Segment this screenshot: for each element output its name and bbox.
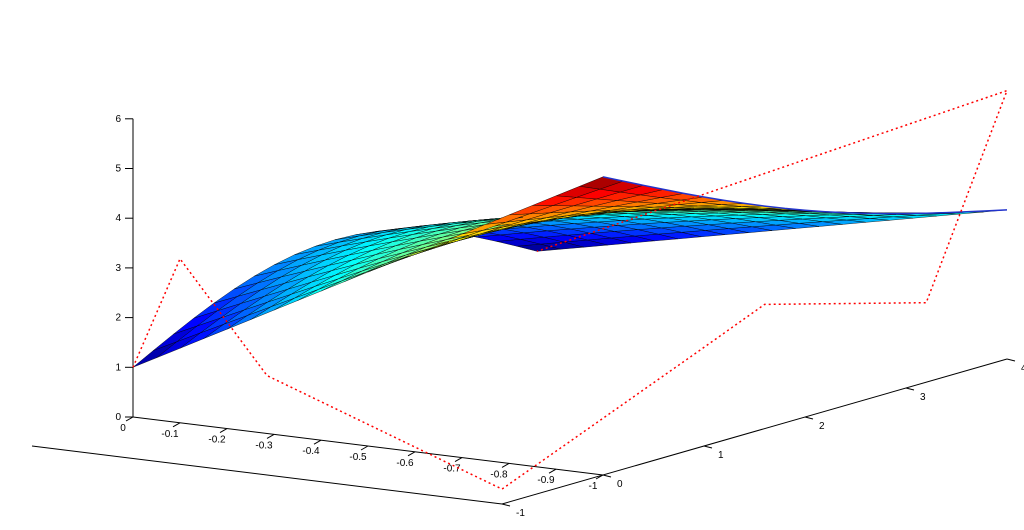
x-tick-label: -0.8 [490, 469, 508, 480]
y-tick-label: 3 [920, 392, 926, 403]
x-tick-label: -1 [589, 481, 598, 492]
y-tick-label: 2 [819, 421, 825, 432]
z-tick-label: 4 [115, 213, 121, 224]
x-tick [360, 445, 369, 451]
x-tick [454, 457, 463, 463]
y-tick-label: 4 [1021, 363, 1024, 374]
y-axis-line [501, 358, 1008, 505]
y-tick-label: 1 [718, 450, 724, 461]
x-tick [125, 416, 134, 422]
z-tick-label: 6 [115, 114, 121, 125]
axes: 0 1 2 3 4 5 6 0 -0.1 -0.2 -0.3 -0.4 -0.5 -0.6 -0.7 -0.8… [31, 114, 1024, 519]
z-tick-label: 2 [115, 313, 121, 324]
x-tick-label: -0.2 [208, 435, 226, 446]
overlay-lines [132, 89, 1009, 490]
y-tick [905, 387, 915, 391]
x-tick [501, 462, 510, 468]
surface-boundary-line [602, 176, 1008, 215]
x-tick [548, 468, 557, 474]
y-tick [703, 445, 713, 449]
x-tick [172, 422, 181, 428]
y-tick-label: 0 [617, 479, 623, 490]
z-tick-label: 3 [115, 263, 121, 274]
x-tick-label: -0.3 [255, 440, 273, 451]
x-tick-label: -0.6 [396, 458, 414, 469]
z-tick-label: 5 [115, 164, 121, 175]
x-tick [407, 451, 416, 457]
frame-line [31, 445, 503, 505]
y-tick [602, 474, 612, 478]
x-tick-label: -0.4 [302, 446, 320, 457]
x-tick-label: -0.1 [161, 429, 179, 440]
y-tick [1006, 358, 1016, 362]
x-tick-label: -0.7 [443, 464, 461, 475]
x-tick-label: -0.5 [349, 452, 367, 463]
dotted-polyline [132, 89, 1009, 490]
x-tick [266, 433, 275, 439]
x-tick [313, 439, 322, 445]
surface-mesh [132, 176, 1008, 368]
y-tick [804, 416, 814, 420]
x-tick-label: -0.9 [537, 475, 555, 486]
y-tick [501, 503, 511, 507]
x-tick-label: 0 [120, 423, 126, 434]
z-tick-label: 1 [115, 362, 121, 373]
x-tick [219, 428, 228, 434]
surface-patch [132, 341, 177, 368]
y-tick-label: -1 [516, 508, 525, 519]
z-tick-label: 0 [115, 412, 121, 423]
